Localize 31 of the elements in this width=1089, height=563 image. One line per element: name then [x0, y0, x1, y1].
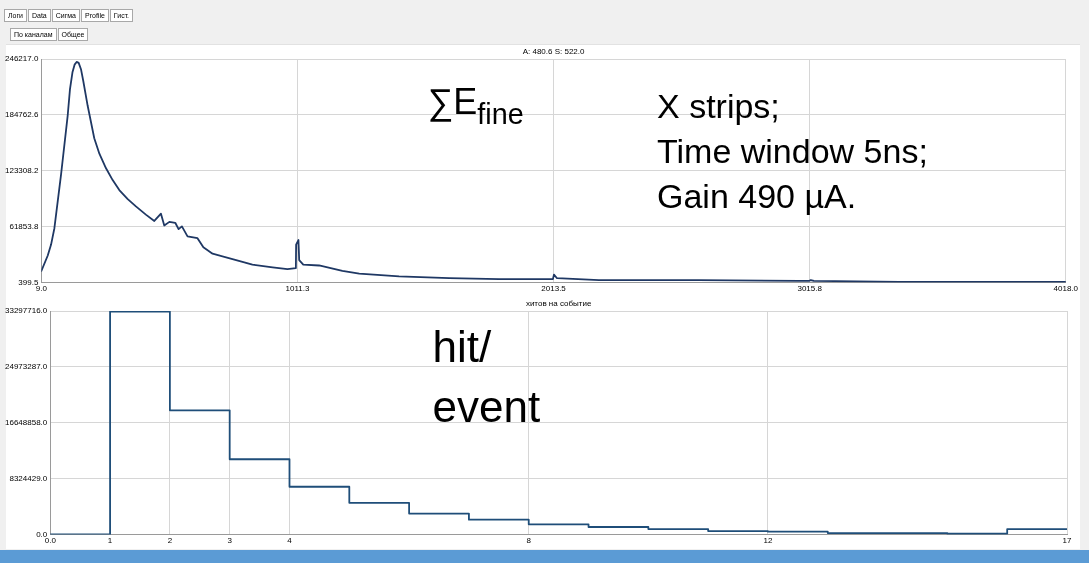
annotation: hit/: [432, 321, 493, 374]
chart-title: хитов на событие: [525, 299, 592, 309]
x-tick-label: 0.0: [44, 536, 57, 546]
x-tick-label: 2: [167, 536, 173, 546]
y-tick-label: 24973287.0: [5, 362, 48, 372]
x-tick-label: 9.0: [35, 284, 48, 294]
y-tick-label: 246217.0: [4, 54, 39, 64]
y-tick-label: 399.5: [18, 277, 39, 287]
y-tick-label: 8324429.0: [9, 473, 48, 483]
chart-title: A: 480.6 S: 522.0: [522, 47, 586, 57]
y-tick-label: 33297716.0: [5, 306, 48, 316]
x-tick-label: 3015.8: [797, 284, 823, 294]
x-tick-label: 1: [107, 536, 113, 546]
annotation: Time window 5ns;: [657, 130, 928, 172]
annotation: X strips;: [657, 85, 781, 127]
annotation: ∑E$_{fine}$: [427, 81, 524, 132]
y-tick-label: 0.0: [36, 529, 48, 539]
y-tick-label: 184762.6: [4, 110, 39, 120]
x-tick-label: 8: [526, 536, 532, 546]
annotation: event: [432, 381, 541, 434]
x-tick-label: 2013.5: [541, 284, 567, 294]
annotation: Gain 490 µA.: [657, 175, 858, 217]
x-tick-label: 17: [1062, 536, 1072, 546]
y-tick-label: 61853.8: [9, 221, 39, 231]
x-tick-label: 1011.3: [285, 284, 310, 294]
y-tick-label: 16648858.0: [5, 417, 48, 427]
x-tick-label: 4: [287, 536, 293, 546]
x-tick-label: 4018.0: [1053, 284, 1079, 294]
x-tick-label: 12: [763, 536, 773, 546]
x-tick-label: 3: [227, 536, 233, 546]
y-tick-label: 123308.2: [4, 165, 39, 175]
